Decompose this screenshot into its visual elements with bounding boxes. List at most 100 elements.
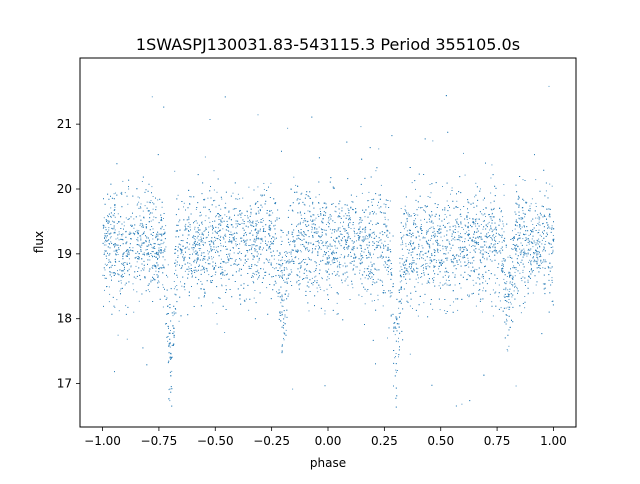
data-point [395,363,397,365]
data-point [146,237,148,239]
data-point [358,223,360,225]
data-point [108,221,110,223]
data-point [213,240,215,242]
data-point [475,251,476,253]
data-point [155,270,157,272]
data-point [549,243,551,245]
data-point [204,295,205,297]
data-point [293,176,295,178]
data-point [535,202,537,204]
data-point [438,285,440,287]
data-point [104,241,106,243]
data-point [178,221,180,223]
data-point [466,231,468,233]
data-point [438,259,440,261]
data-point [506,300,508,302]
data-point [505,289,507,291]
data-point [511,281,513,283]
data-point [388,256,390,258]
data-point [464,238,466,240]
data-point [371,199,373,200]
data-point [314,305,315,307]
data-point [175,246,177,247]
data-point [137,240,139,242]
data-point [228,210,230,212]
data-point [174,293,176,295]
data-point [222,271,224,273]
data-point [329,216,331,218]
data-point [522,276,524,278]
data-point [228,258,230,260]
data-point [535,260,537,262]
data-point [537,217,539,219]
data-point [427,281,429,283]
data-point [427,316,429,318]
data-point [125,305,127,307]
data-point [151,251,153,252]
data-point [359,244,361,246]
data-point [459,240,461,242]
data-point [222,305,224,307]
data-point [394,334,396,336]
data-point [285,290,287,292]
data-point [454,239,456,241]
data-point [234,263,236,265]
data-point [136,204,138,206]
data-point [495,291,497,293]
data-point [418,206,420,208]
data-point [492,289,494,291]
data-point [359,262,361,264]
data-point [115,192,116,194]
data-point [317,252,319,254]
data-point [314,227,316,229]
data-point [136,229,138,231]
data-point [209,221,211,223]
data-point [443,218,445,220]
data-point [205,227,207,229]
data-point [186,268,188,270]
data-point [399,262,401,264]
data-point [406,273,408,275]
data-point [315,269,317,271]
data-point [372,245,374,246]
data-point [471,293,473,295]
data-point [464,174,466,176]
data-point [145,249,147,251]
data-point [315,275,317,277]
data-point [424,218,425,220]
data-point [425,263,426,265]
data-point [420,251,421,253]
data-point [281,259,283,261]
data-point [542,261,544,263]
data-point [447,272,449,273]
data-point [408,235,410,237]
data-point [374,300,375,301]
data-point [490,192,492,194]
data-point [311,226,313,228]
data-point [240,217,242,218]
data-point [288,233,290,235]
data-point [344,228,346,230]
data-point [258,259,260,261]
data-point [403,274,405,275]
data-point [543,246,545,248]
data-point [295,240,296,242]
data-point [235,259,237,260]
data-point [480,238,482,240]
data-point [232,239,234,241]
data-point [220,219,222,221]
data-point [259,210,261,212]
data-point [439,309,441,311]
data-point [200,269,202,271]
data-point [517,292,518,294]
data-point [551,253,553,255]
data-point [535,284,537,286]
data-point [378,244,380,246]
data-point [402,240,403,242]
data-point [375,193,377,195]
data-point [457,231,459,233]
data-point [113,232,115,234]
data-point [172,315,174,317]
data-point [415,224,417,226]
data-point [514,271,516,273]
